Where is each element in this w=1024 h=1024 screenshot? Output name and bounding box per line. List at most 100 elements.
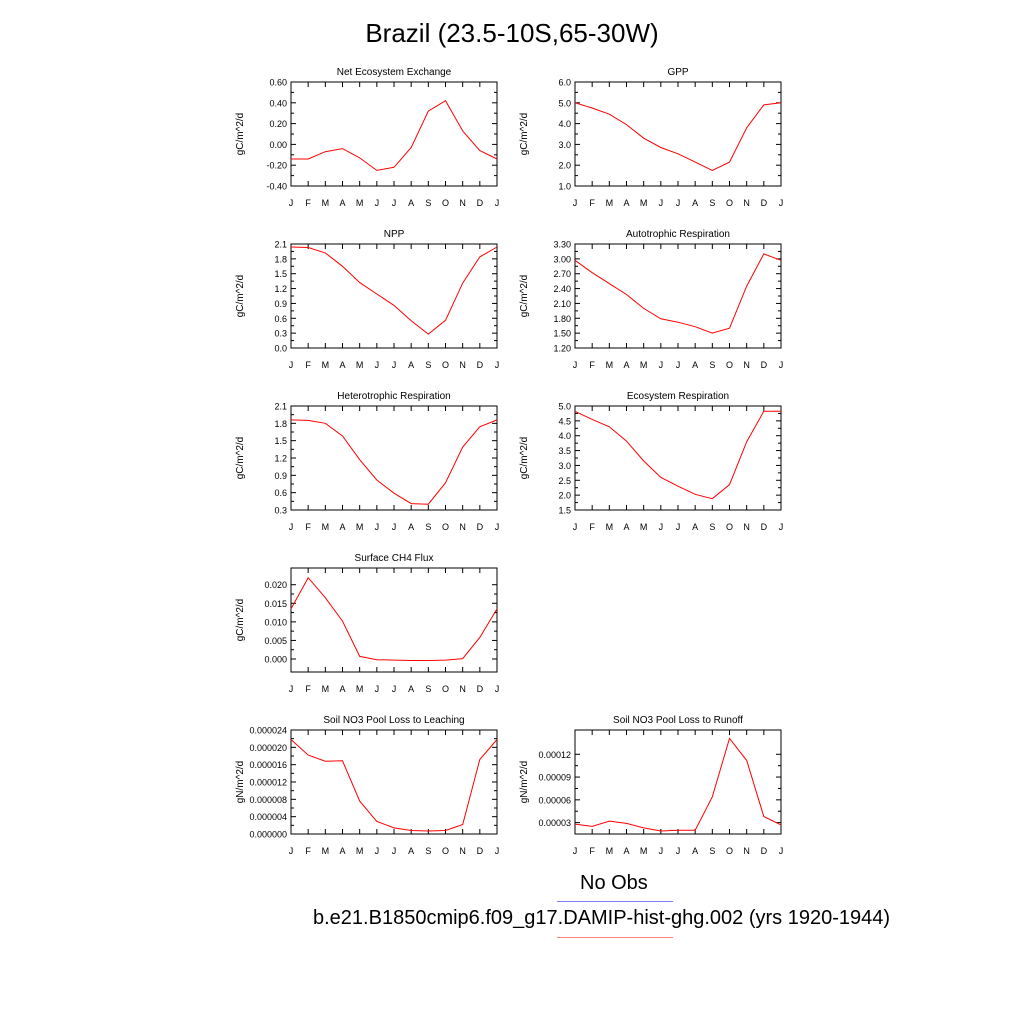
y-tick-label: 0.9 xyxy=(274,471,287,481)
x-tick-label: J xyxy=(375,684,380,694)
y-tick-label: 5.0 xyxy=(558,98,571,108)
y-axis-label: gC/m^2/d xyxy=(519,437,530,480)
panel-title: Net Ecosystem Exchange xyxy=(337,67,452,78)
x-tick-label: O xyxy=(726,522,733,532)
x-tick-label: N xyxy=(459,846,466,856)
legend-line-obs xyxy=(557,901,673,902)
x-tick-label: A xyxy=(339,360,345,370)
y-tick-label: 0.00012 xyxy=(538,750,571,760)
x-tick-label: A xyxy=(408,360,414,370)
legend-label-obs: No Obs xyxy=(580,872,648,894)
plot-frame xyxy=(290,243,498,349)
panel-7: Soil NO3 Pool Loss to Leaching gN/m^2/d J F… xyxy=(235,715,499,856)
x-tick-label: S xyxy=(425,684,431,694)
y-axis-label: gC/m^2/d xyxy=(519,113,530,156)
x-tick-label: N xyxy=(459,360,466,370)
y-tick-label: 0.000000 xyxy=(249,830,287,840)
x-tick-label: J xyxy=(392,198,397,208)
y-tick-label: -0.20 xyxy=(266,161,287,171)
x-tick-label: N xyxy=(459,198,466,208)
x-tick-label: O xyxy=(726,360,733,370)
x-tick-label: S xyxy=(425,360,431,370)
x-tick-label: N xyxy=(459,684,466,694)
y-tick-label: 4.5 xyxy=(558,416,571,426)
y-tick-label: 0.000008 xyxy=(249,795,287,805)
x-tick-label: A xyxy=(692,522,698,532)
y-tick-label: 0.0 xyxy=(274,344,287,354)
x-tick-label: M xyxy=(322,846,330,856)
x-tick-label: A xyxy=(408,684,414,694)
panel-title: Ecosystem Respiration xyxy=(627,391,729,402)
series-line xyxy=(290,419,498,505)
y-axis-label: gN/m^2/d xyxy=(519,761,530,804)
y-tick-label: 0.3 xyxy=(274,329,287,339)
y-tick-label: 1.50 xyxy=(553,329,571,339)
x-tick-label: F xyxy=(589,522,595,532)
x-tick-label: J xyxy=(495,684,500,694)
x-tick-label: F xyxy=(589,198,595,208)
x-tick-label: F xyxy=(305,360,311,370)
y-tick-label: 3.5 xyxy=(558,446,571,456)
y-tick-label: 1.5 xyxy=(274,436,287,446)
x-tick-label: M xyxy=(356,846,364,856)
x-tick-label: J xyxy=(392,360,397,370)
x-tick-label: J xyxy=(392,522,397,532)
x-tick-label: D xyxy=(477,522,484,532)
x-tick-label: J xyxy=(779,198,784,208)
panel-title: Surface CH4 Flux xyxy=(355,553,434,564)
x-tick-label: S xyxy=(709,846,715,856)
x-tick-label: O xyxy=(442,198,449,208)
y-tick-label: 0.000024 xyxy=(249,726,287,736)
x-tick-label: M xyxy=(322,198,330,208)
x-tick-label: D xyxy=(761,522,768,532)
y-tick-label: 2.5 xyxy=(558,476,571,486)
series-line xyxy=(290,246,498,335)
x-tick-label: J xyxy=(573,522,578,532)
x-tick-label: O xyxy=(726,198,733,208)
figure-title: Brazil (23.5-10S,65-30W) xyxy=(365,18,659,48)
y-tick-label: 0.020 xyxy=(264,580,287,590)
x-tick-label: A xyxy=(339,684,345,694)
x-tick-label: F xyxy=(589,360,595,370)
x-tick-label: M xyxy=(356,198,364,208)
x-tick-label: N xyxy=(743,522,750,532)
y-tick-label: 0.40 xyxy=(269,98,287,108)
x-tick-label: A xyxy=(408,198,414,208)
y-tick-label: 0.00009 xyxy=(538,773,571,783)
x-tick-label: M xyxy=(640,360,648,370)
x-tick-label: F xyxy=(305,522,311,532)
y-tick-label: 0.010 xyxy=(264,617,287,627)
x-tick-label: N xyxy=(743,360,750,370)
x-tick-label: J xyxy=(392,846,397,856)
x-tick-label: S xyxy=(425,198,431,208)
x-tick-label: M xyxy=(322,522,330,532)
x-tick-label: O xyxy=(442,522,449,532)
x-tick-label: A xyxy=(339,846,345,856)
series-line xyxy=(574,410,781,500)
x-tick-label: J xyxy=(676,360,681,370)
y-tick-label: 0.3 xyxy=(274,506,287,516)
x-tick-label: D xyxy=(477,846,484,856)
x-tick-label: J xyxy=(495,198,500,208)
x-tick-label: O xyxy=(442,684,449,694)
x-tick-label: J xyxy=(289,684,294,694)
x-tick-label: D xyxy=(477,198,484,208)
y-tick-label: 0.6 xyxy=(274,314,287,324)
series-line xyxy=(290,576,498,661)
x-tick-label: D xyxy=(477,360,484,370)
x-tick-label: J xyxy=(375,198,380,208)
plot-frame xyxy=(290,729,498,835)
panel-title: GPP xyxy=(667,67,688,78)
x-tick-label: O xyxy=(726,846,733,856)
y-tick-label: 0.005 xyxy=(264,636,287,646)
y-tick-label: 0.000016 xyxy=(249,760,287,770)
y-tick-label: 2.0 xyxy=(558,491,571,501)
x-tick-label: J xyxy=(375,360,380,370)
y-tick-label: 3.00 xyxy=(553,254,571,264)
series-line xyxy=(291,100,498,171)
x-tick-label: S xyxy=(709,360,715,370)
x-tick-label: J xyxy=(289,198,294,208)
